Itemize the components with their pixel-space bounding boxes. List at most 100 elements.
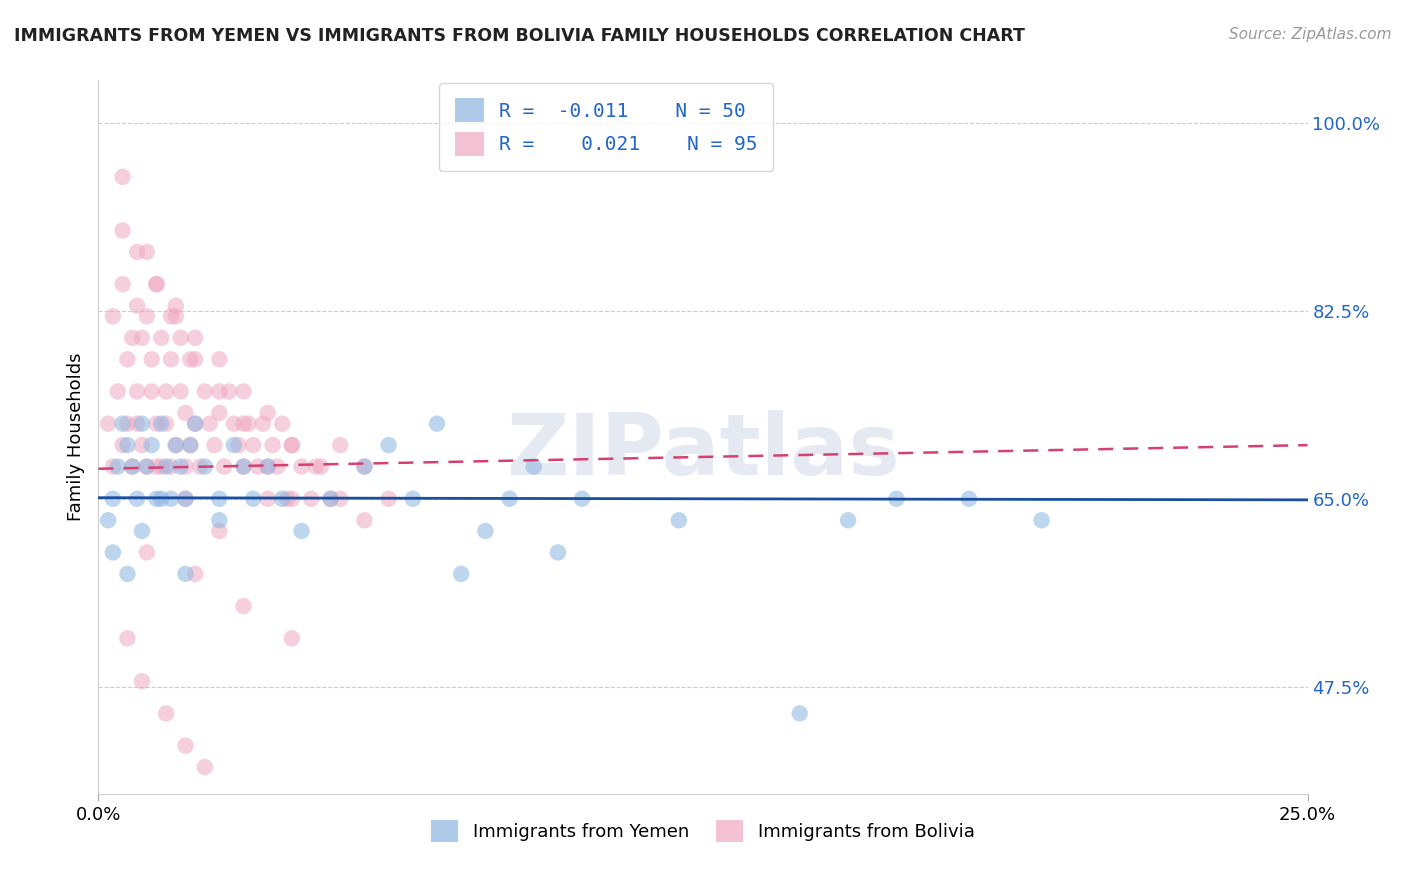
Point [165, 438, 187, 452]
Point [174, 739, 197, 753]
Point [135, 545, 157, 559]
Text: Source: ZipAtlas.com: Source: ZipAtlas.com [1229, 27, 1392, 42]
Text: ZIPatlas: ZIPatlas [506, 409, 900, 493]
Point [271, 491, 294, 506]
Point [111, 417, 134, 431]
Point [131, 331, 153, 345]
Text: IMMIGRANTS FROM YEMEN VS IMMIGRANTS FROM BOLIVIA FAMILY HOUSEHOLDS CORRELATION C: IMMIGRANTS FROM YEMEN VS IMMIGRANTS FROM… [14, 27, 1025, 45]
Point [450, 566, 472, 581]
Point [329, 491, 352, 506]
Point [194, 384, 217, 399]
Point [212, 459, 235, 474]
Point [155, 384, 177, 399]
Point [160, 352, 183, 367]
Point [256, 406, 278, 420]
Point [309, 459, 332, 474]
Point [957, 491, 980, 506]
Point [232, 417, 254, 431]
Point [238, 417, 260, 431]
Point [353, 513, 375, 527]
Point [188, 459, 211, 474]
Point [135, 310, 157, 324]
Point [174, 459, 197, 474]
Point [97, 417, 120, 431]
Point [141, 438, 163, 452]
Point [141, 384, 163, 399]
Point [101, 459, 124, 474]
Point [290, 524, 312, 538]
Point [228, 438, 250, 452]
Point [571, 491, 593, 506]
Point [208, 384, 231, 399]
Point [111, 277, 134, 292]
Point [165, 438, 187, 452]
Point [789, 706, 811, 721]
Point [222, 417, 245, 431]
Point [242, 438, 264, 452]
Point [208, 524, 231, 538]
Point [150, 417, 173, 431]
Point [276, 491, 298, 506]
Point [319, 491, 342, 506]
Point [547, 545, 569, 559]
Point [127, 417, 149, 431]
Point [377, 491, 399, 506]
Point [271, 417, 294, 431]
Point [155, 706, 177, 721]
Point [111, 169, 134, 184]
Point [184, 331, 207, 345]
Point [131, 438, 153, 452]
Point [208, 352, 231, 367]
Point [160, 310, 183, 324]
Point [290, 459, 312, 474]
Point [256, 491, 278, 506]
Point [208, 406, 231, 420]
Point [165, 299, 187, 313]
Point [169, 459, 191, 474]
Point [97, 513, 120, 527]
Point [131, 417, 153, 431]
Point [165, 310, 187, 324]
Y-axis label: Family Households: Family Households [66, 353, 84, 521]
Point [402, 491, 425, 506]
Point [232, 459, 254, 474]
Point [426, 417, 449, 431]
Point [242, 491, 264, 506]
Point [107, 384, 129, 399]
Point [121, 459, 143, 474]
Point [194, 760, 217, 774]
Point [329, 438, 352, 452]
Point [174, 491, 197, 506]
Point [135, 459, 157, 474]
Point [498, 491, 520, 506]
Point [222, 438, 245, 452]
Point [121, 459, 143, 474]
Point [111, 223, 134, 237]
Point [266, 459, 288, 474]
Point [117, 352, 139, 367]
Point [145, 417, 167, 431]
Point [305, 459, 328, 474]
Point [184, 352, 207, 367]
Point [117, 417, 139, 431]
Point [127, 384, 149, 399]
Point [377, 438, 399, 452]
Point [1031, 513, 1053, 527]
Point [155, 417, 177, 431]
Point [837, 513, 859, 527]
Point [281, 632, 304, 646]
Point [155, 459, 177, 474]
Point [252, 417, 274, 431]
Point [127, 299, 149, 313]
Point [353, 459, 375, 474]
Point [208, 513, 231, 527]
Point [474, 524, 496, 538]
Point [135, 459, 157, 474]
Point [262, 438, 284, 452]
Point [281, 491, 304, 506]
Point [145, 277, 167, 292]
Point [184, 417, 207, 431]
Point [150, 491, 173, 506]
Point [141, 352, 163, 367]
Point [169, 331, 191, 345]
